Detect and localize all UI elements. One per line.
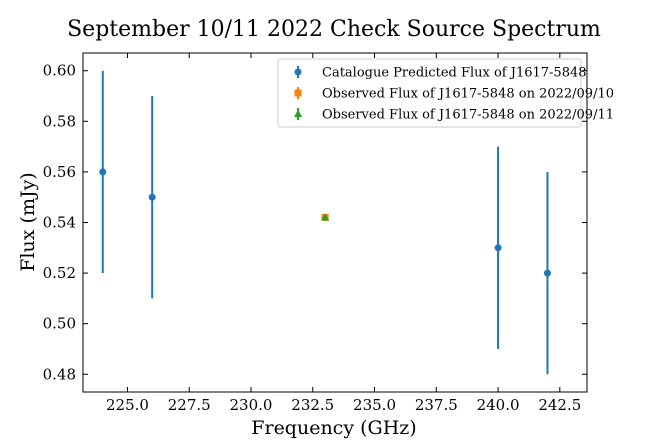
x-tick-label: 225.0	[106, 396, 149, 414]
legend-entry: Catalogue Predicted Flux of J1617-5848	[322, 66, 587, 81]
legend: Catalogue Predicted Flux of J1617-5848 Ob…	[277, 58, 614, 128]
y-tick-label: 0.48	[43, 365, 76, 383]
axis-ticks: 225.0 227.5 230.0 232.5 235.0 237.5 240.0 242.5…	[43, 53, 587, 414]
series-1	[99, 70, 551, 375]
x-tick-label: 232.5	[291, 396, 334, 414]
legend-marker	[294, 68, 302, 76]
data-point	[321, 212, 330, 221]
legend-marker	[294, 109, 302, 117]
x-tick-label: 242.5	[538, 396, 581, 414]
x-tick-label: 235.0	[353, 396, 396, 414]
legend-entry: Observed Flux of J1617-5848 on 2022/09/1…	[322, 108, 614, 123]
legend-entry: Observed Flux of J1617-5848 on 2022/09/1…	[322, 87, 614, 102]
data-point	[99, 168, 107, 176]
data-point	[148, 193, 156, 201]
chart-title: September 10/11 2022 Check Source Spectr…	[67, 17, 601, 42]
data-point	[543, 269, 551, 277]
y-tick-label: 0.58	[43, 112, 76, 130]
y-axis-label: Flux (mJy)	[17, 172, 39, 271]
y-tick-label: 0.50	[43, 315, 76, 333]
legend-box	[277, 58, 582, 128]
x-tick-label: 240.0	[477, 396, 520, 414]
x-tick-label: 230.0	[230, 396, 273, 414]
x-tick-label: 237.5	[415, 396, 458, 414]
legend-marker	[294, 89, 302, 97]
y-tick-label: 0.56	[43, 163, 76, 181]
y-tick-label: 0.54	[43, 214, 76, 232]
data-point	[494, 244, 502, 252]
data-marks	[99, 70, 551, 375]
y-tick-label: 0.60	[43, 62, 76, 80]
series-3	[321, 212, 330, 221]
x-tick-label: 227.5	[168, 396, 211, 414]
plot-frame	[82, 52, 588, 393]
x-axis-label: Frequency (GHz)	[251, 417, 416, 439]
y-tick-label: 0.52	[43, 264, 76, 282]
